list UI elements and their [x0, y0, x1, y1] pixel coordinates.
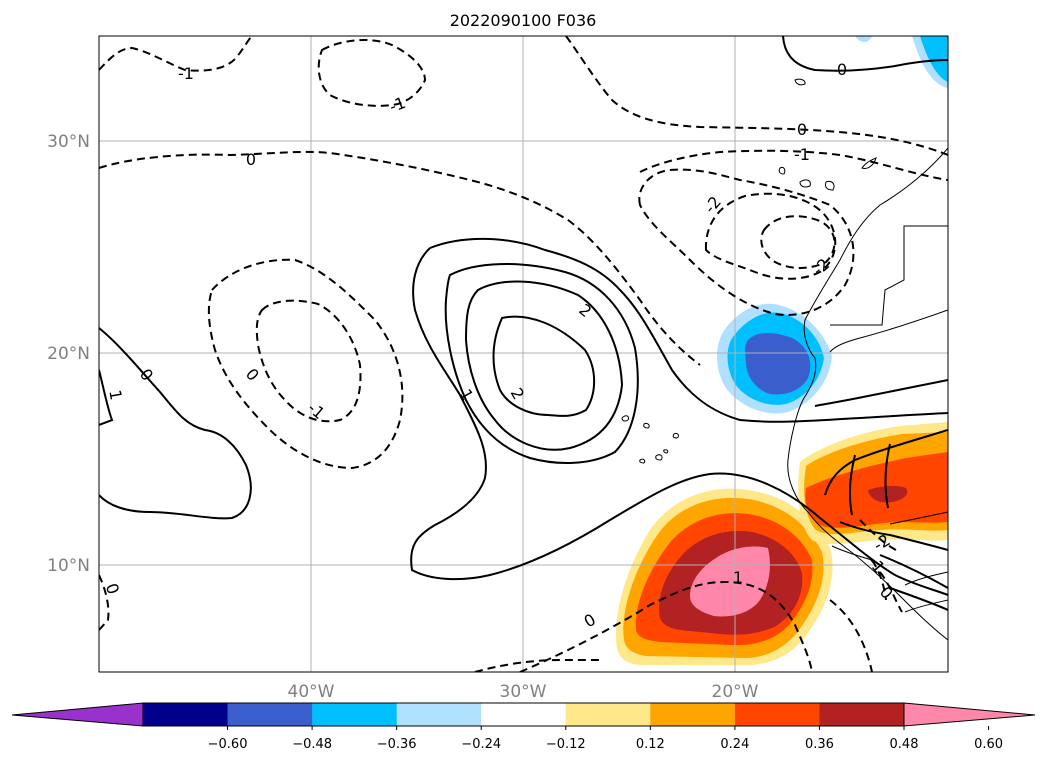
colorbar-tick-label: 0.24: [720, 737, 749, 752]
colorbar-segment: [312, 703, 398, 726]
colorbar-tick-label: −0.12: [546, 737, 586, 752]
colorbar-segment: [650, 703, 736, 726]
solid-contours: [99, 36, 948, 611]
lat-label-20n: 20°N: [47, 344, 90, 364]
colorbar-segment: [819, 703, 905, 726]
colorbar-segment: [734, 703, 820, 726]
colorbar-extend-low: [11, 702, 144, 727]
plot-frame: [98, 35, 949, 673]
lon-label-30w: 30°W: [500, 682, 547, 702]
lon-label-20w: 20°W: [712, 682, 759, 702]
dashed-contours: [99, 36, 948, 672]
contour-label: 1: [733, 568, 743, 587]
colorbar-extend-high: [903, 702, 1036, 727]
gridlines: [99, 36, 948, 672]
colorbar-segment: [227, 703, 313, 726]
colorbar-segment: [565, 703, 651, 726]
contour-label: -1: [178, 64, 194, 83]
colorbar-tick-label: 0.48: [890, 737, 919, 752]
contour-label: -1: [387, 93, 408, 116]
colorbar: −0.60 −0.48 −0.36 −0.24 −0.12 0.12 0.24 0.36 0.4…: [11, 702, 1036, 752]
colorbar-tick-label: −0.60: [208, 737, 248, 752]
figure-title: 2022090100 F036: [450, 11, 597, 30]
colorbar-segment: [396, 703, 482, 726]
contour-label: 1: [105, 388, 125, 401]
colorbar-tick-label: −0.24: [461, 737, 501, 752]
contour-label: 0: [797, 120, 807, 139]
colorbar-tick-label: −0.48: [292, 737, 332, 752]
lon-label-40w: 40°W: [288, 682, 335, 702]
colorbar-segment: [481, 703, 567, 726]
colorbar-segment: [143, 703, 229, 726]
colorbar-tick-label: 0.12: [636, 737, 665, 752]
colorbar-tick-label: 0.60: [974, 737, 1003, 752]
contour-label: 0: [246, 150, 256, 169]
contour-label: 0: [837, 60, 847, 79]
map-plot-area: -1 -1 0 0 0 -1 -2 -2 0 1 0 -1 2 2 1 0 0 …: [99, 36, 948, 672]
colorbar-tick-label: 0.36: [805, 737, 834, 752]
longitude-labels: 40°W 30°W 20°W: [288, 682, 759, 702]
colorbar-tick-label: −0.36: [377, 737, 417, 752]
latitude-labels: 30°N 20°N 10°N: [47, 132, 90, 576]
negative-anomaly-shading: [717, 36, 948, 414]
lat-label-10n: 10°N: [47, 556, 90, 576]
coastlines: [621, 78, 948, 641]
contour-label: -1: [794, 145, 810, 164]
positive-anomaly-shading: [615, 422, 948, 665]
lat-label-30n: 30°N: [47, 132, 90, 152]
